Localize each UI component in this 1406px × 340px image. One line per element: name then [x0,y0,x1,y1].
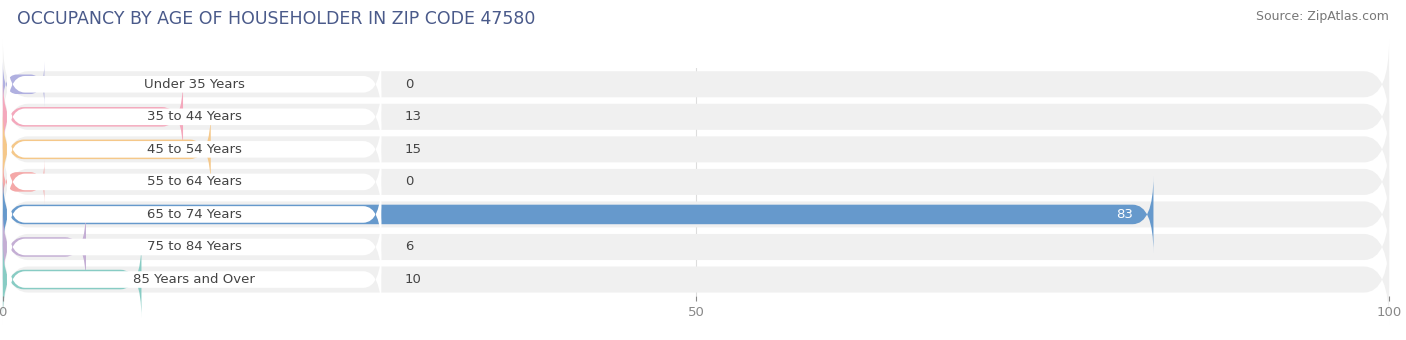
FancyBboxPatch shape [3,110,211,188]
Text: 35 to 44 Years: 35 to 44 Years [146,110,242,123]
FancyBboxPatch shape [7,115,381,183]
Text: 15: 15 [405,143,422,156]
Text: Under 35 Years: Under 35 Years [143,78,245,91]
FancyBboxPatch shape [3,62,45,107]
FancyBboxPatch shape [3,78,183,156]
Text: 13: 13 [405,110,422,123]
Text: 0: 0 [405,78,413,91]
FancyBboxPatch shape [3,136,1389,227]
FancyBboxPatch shape [3,71,1389,163]
FancyBboxPatch shape [7,50,381,118]
FancyBboxPatch shape [3,175,1153,254]
FancyBboxPatch shape [3,240,142,319]
Text: Source: ZipAtlas.com: Source: ZipAtlas.com [1256,10,1389,23]
Text: 6: 6 [405,240,413,254]
FancyBboxPatch shape [3,104,1389,195]
FancyBboxPatch shape [7,83,381,151]
FancyBboxPatch shape [7,148,381,216]
Text: 0: 0 [405,175,413,188]
Text: 10: 10 [405,273,422,286]
Text: 65 to 74 Years: 65 to 74 Years [146,208,242,221]
FancyBboxPatch shape [7,213,381,281]
FancyBboxPatch shape [3,159,45,205]
Text: 85 Years and Over: 85 Years and Over [134,273,254,286]
FancyBboxPatch shape [3,234,1389,325]
Text: 83: 83 [1116,208,1133,221]
FancyBboxPatch shape [7,181,381,249]
FancyBboxPatch shape [3,201,1389,292]
Text: OCCUPANCY BY AGE OF HOUSEHOLDER IN ZIP CODE 47580: OCCUPANCY BY AGE OF HOUSEHOLDER IN ZIP C… [17,10,536,28]
FancyBboxPatch shape [3,169,1389,260]
Text: 75 to 84 Years: 75 to 84 Years [146,240,242,254]
Text: 55 to 64 Years: 55 to 64 Years [146,175,242,188]
FancyBboxPatch shape [3,208,86,286]
FancyBboxPatch shape [3,39,1389,130]
FancyBboxPatch shape [7,245,381,313]
Text: 45 to 54 Years: 45 to 54 Years [146,143,242,156]
